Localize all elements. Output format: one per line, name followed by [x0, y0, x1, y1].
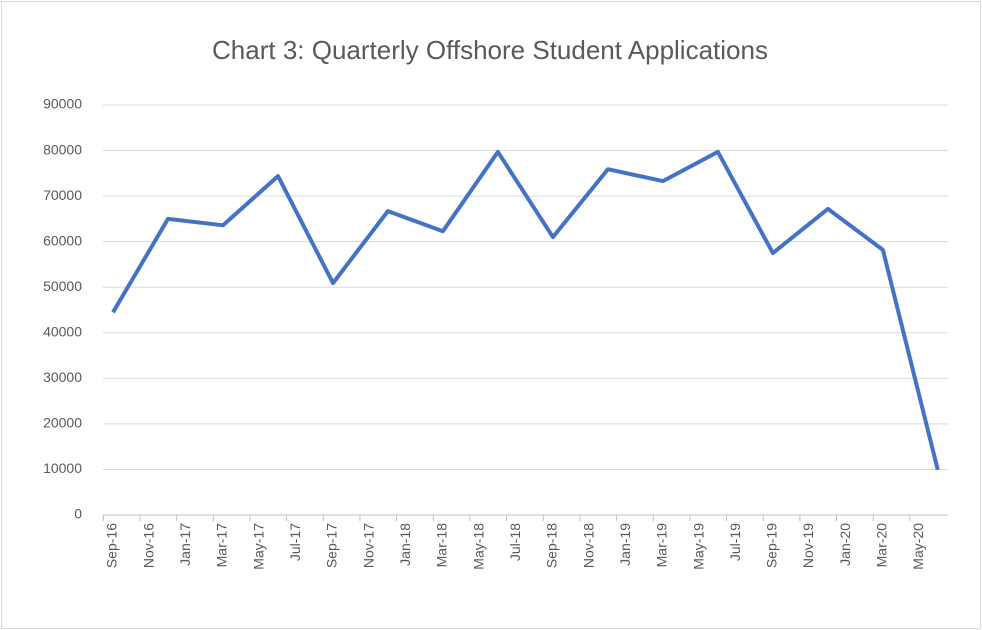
- x-tick-label: Jan-20: [837, 523, 853, 566]
- x-tick-label: Nov-17: [360, 523, 376, 568]
- y-tick-label: 70000: [43, 187, 82, 203]
- y-tick-label: 30000: [43, 369, 82, 385]
- x-tick-label: Sep-16: [104, 523, 120, 568]
- x-tick-label: Sep-19: [764, 523, 780, 568]
- x-tick-label: May-20: [910, 523, 926, 570]
- x-tick-label: Jan-18: [397, 523, 413, 566]
- x-tick-label: Jan-17: [177, 523, 193, 566]
- x-tick-label: May-18: [470, 523, 486, 570]
- x-tick-label: Jan-19: [617, 523, 633, 566]
- x-tick-label: Nov-16: [140, 523, 156, 568]
- x-tick-label: May-19: [690, 523, 706, 570]
- x-tick-label: Nov-19: [800, 523, 816, 568]
- data-line: [111, 149, 940, 471]
- y-tick-label: 50000: [43, 278, 82, 294]
- y-tick-label: 20000: [43, 415, 82, 431]
- x-tick-label: Mar-18: [434, 523, 450, 568]
- y-tick-label: 60000: [43, 232, 82, 248]
- x-tick-label: Mar-20: [874, 523, 890, 568]
- x-tick-label: Mar-17: [214, 523, 230, 568]
- x-tick-label: Jul-18: [507, 523, 523, 561]
- y-tick-label: 90000: [43, 96, 82, 112]
- x-tick-label: Sep-17: [324, 523, 340, 568]
- y-tick-label: 0: [74, 506, 82, 522]
- x-tick-label: Nov-18: [580, 523, 596, 568]
- y-tick-label: 40000: [43, 323, 82, 339]
- y-tick-label: 10000: [43, 460, 82, 476]
- chart-title: Chart 3: Quarterly Offshore Student Appl…: [212, 35, 768, 65]
- x-tick-label: Mar-19: [654, 523, 670, 568]
- y-tick-label: 80000: [43, 141, 82, 157]
- x-tick-label: May-17: [250, 523, 266, 570]
- x-tick-label: Jul-17: [287, 523, 303, 561]
- x-tick-label: Sep-18: [544, 523, 560, 568]
- x-tick-label: Jul-19: [727, 523, 743, 561]
